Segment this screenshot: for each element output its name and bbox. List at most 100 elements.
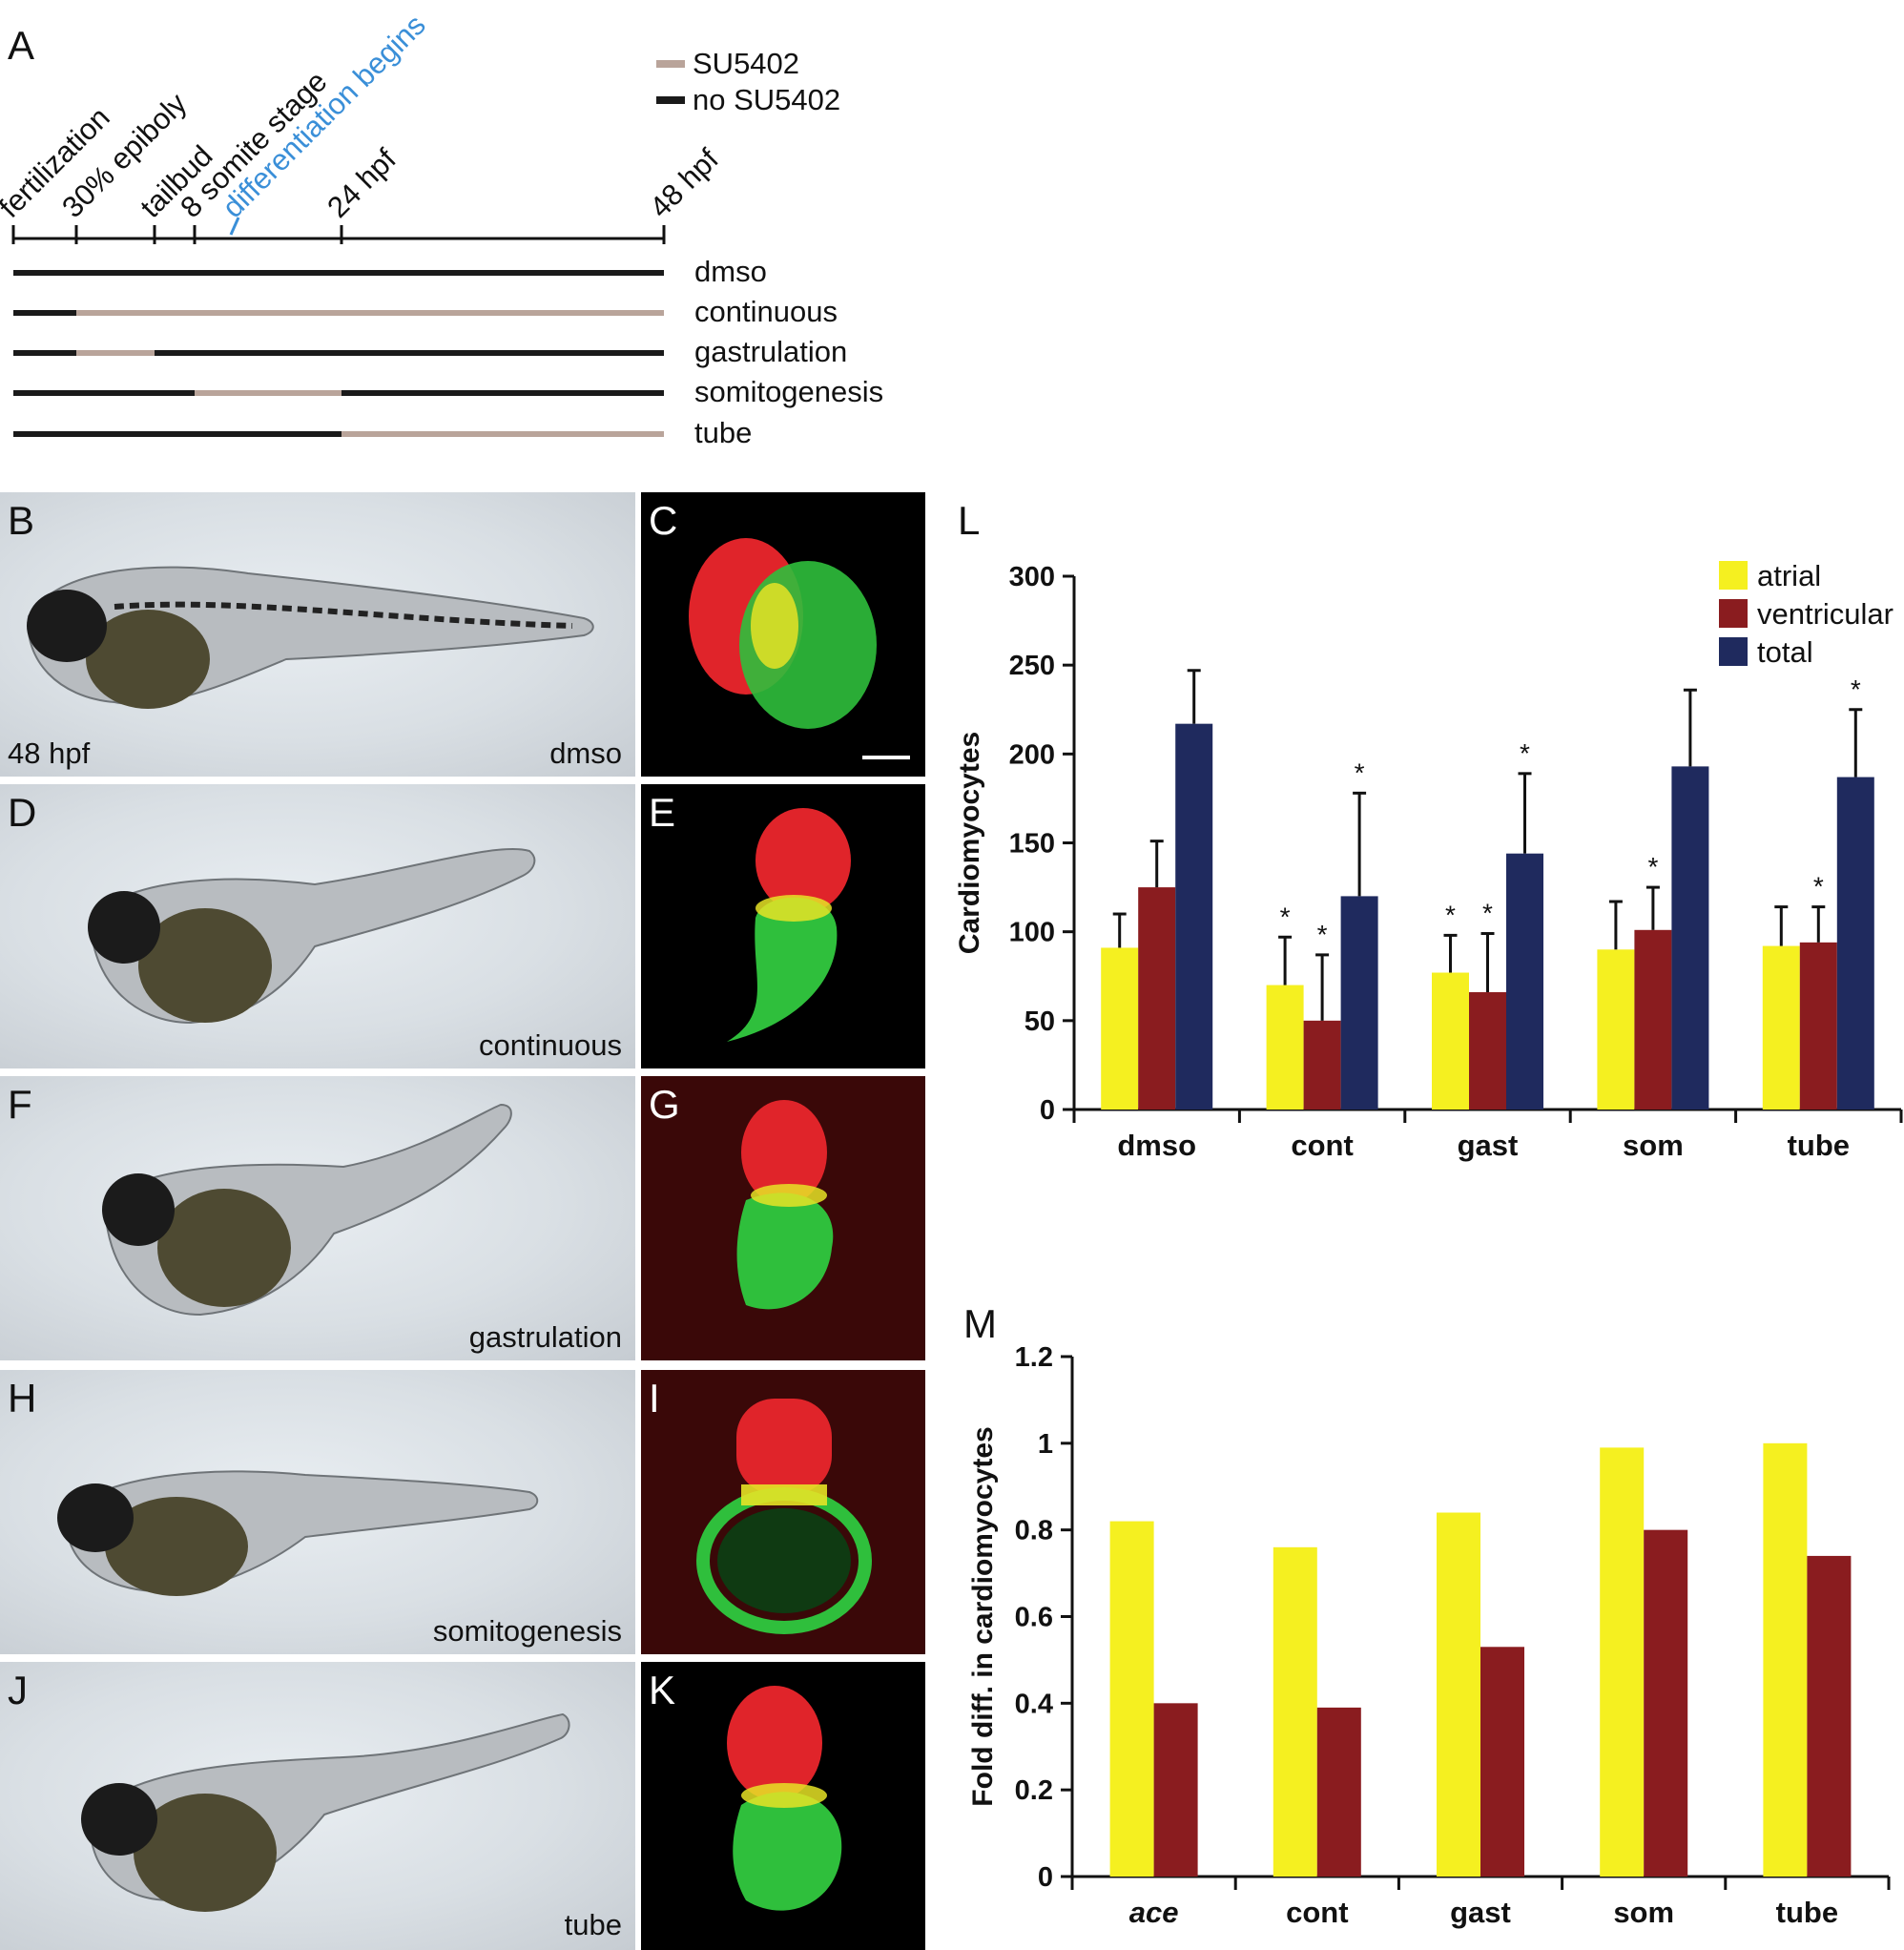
- significance-marker: *: [1647, 852, 1658, 882]
- significance-marker: *: [1851, 674, 1861, 704]
- panel-a-legend: SU5402 no SU5402: [656, 46, 840, 118]
- panel-label-a: A: [8, 23, 35, 68]
- y-tick-label: 1: [1038, 1429, 1053, 1460]
- panel-label: M: [963, 1301, 997, 1346]
- timeline-stage-label: differentiation begins: [216, 8, 432, 224]
- significance-marker: *: [1520, 738, 1530, 768]
- image-panel-d: D continuous: [0, 784, 635, 1068]
- image-panel-h: H somitogenesis: [0, 1370, 635, 1654]
- heart-fluorescence-image: [727, 1686, 842, 1911]
- legend-su5402: SU5402: [656, 46, 840, 82]
- legend-swatch-ventricular: [1719, 599, 1748, 628]
- bar-ventricular: [1303, 1020, 1341, 1110]
- y-axis-label: Cardiomyocytes: [954, 732, 985, 954]
- condition-caption: dmso: [549, 736, 622, 770]
- y-tick-label: 150: [1009, 829, 1055, 860]
- zebrafish-embryo-image: [27, 566, 594, 709]
- bar-atrial: [1432, 972, 1469, 1110]
- panel-label-e: E: [649, 790, 676, 835]
- bar-ventricular: [1316, 1707, 1361, 1877]
- y-tick-label: 50: [1024, 1006, 1055, 1037]
- x-tick-label: tube: [1776, 1896, 1838, 1929]
- image-panel-g: G: [641, 1076, 925, 1360]
- condition-caption: somitogenesis: [432, 1614, 622, 1648]
- image-panel-j: J tube: [0, 1662, 635, 1950]
- bar-atrial: [1763, 1442, 1808, 1877]
- bar-atrial: [1600, 1447, 1645, 1877]
- panel-label-d: D: [8, 790, 37, 835]
- y-tick-label: 0.6: [1015, 1603, 1053, 1633]
- bar-ventricular: [1469, 992, 1506, 1110]
- x-tick-label: dmso: [1117, 1129, 1196, 1162]
- y-tick-label: 1.2: [1015, 1342, 1053, 1373]
- bar-atrial: [1597, 949, 1635, 1110]
- y-tick-label: 0.8: [1015, 1516, 1053, 1546]
- bar-ventricular: [1138, 887, 1176, 1110]
- y-tick-label: 0: [1038, 1862, 1053, 1893]
- legend-no-su5402-label: no SU5402: [693, 83, 841, 116]
- bar-total: [1506, 853, 1543, 1110]
- stage-caption: 48 hpf: [8, 736, 91, 770]
- y-axis-label: Fold diff. in cardiomyocytes: [967, 1426, 999, 1806]
- row-label-tube: tube: [694, 416, 753, 449]
- bar-ventricular: [1644, 1529, 1688, 1877]
- panel-label-h: H: [8, 1376, 37, 1421]
- legend-label: atrial: [1757, 559, 1821, 592]
- significance-marker: *: [1482, 899, 1493, 928]
- x-tick-label: som: [1623, 1129, 1684, 1162]
- timeline-tick: [229, 217, 240, 236]
- y-tick-label: 0.2: [1015, 1775, 1053, 1806]
- zebrafish-embryo-image: [57, 1470, 539, 1596]
- significance-marker: *: [1813, 872, 1824, 902]
- bar-total: [1836, 777, 1874, 1110]
- panel-label-k: K: [649, 1668, 676, 1712]
- significance-marker: *: [1280, 902, 1291, 931]
- panel-label-b: B: [8, 498, 35, 543]
- row-label-continuous: continuous: [694, 295, 838, 328]
- bar-atrial: [1273, 1546, 1317, 1877]
- y-tick-label: 300: [1009, 562, 1055, 592]
- y-tick-label: 200: [1009, 739, 1055, 770]
- row-label-somitogenesis: somitogenesis: [694, 375, 884, 408]
- heart-fluorescence-image: [689, 538, 910, 759]
- y-tick-label: 100: [1009, 918, 1055, 948]
- bar-atrial: [1437, 1512, 1480, 1877]
- bar-ventricular: [1799, 942, 1837, 1110]
- heart-fluorescence-image: [736, 1100, 834, 1310]
- zebrafish-embryo-image: [81, 1712, 570, 1912]
- bar-atrial: [1109, 1521, 1154, 1877]
- image-panel-c: C: [641, 492, 925, 777]
- bar-atrial: [1266, 985, 1304, 1110]
- timeline-stage-label: 48 hpf: [643, 142, 725, 224]
- row-label-dmso: dmso: [694, 255, 767, 288]
- x-tick-label: ace: [1129, 1896, 1179, 1929]
- heart-fluorescence-image: [727, 808, 851, 1042]
- bar-ventricular: [1634, 929, 1672, 1110]
- condition-caption: gastrulation: [468, 1320, 622, 1354]
- panel-label-i: I: [649, 1376, 660, 1421]
- bar-total: [1175, 723, 1213, 1110]
- x-tick-label: cont: [1291, 1129, 1353, 1162]
- y-tick-label: 0.4: [1015, 1689, 1053, 1719]
- zebrafish-embryo-image: [102, 1103, 512, 1317]
- panel-label-g: G: [649, 1082, 680, 1127]
- x-tick-label: cont: [1286, 1896, 1348, 1929]
- significance-marker: *: [1445, 900, 1456, 929]
- legend-no-su5402-swatch: [656, 96, 685, 104]
- x-tick-label: gast: [1458, 1129, 1519, 1162]
- image-panel-b: B 48 hpf dmso: [0, 492, 635, 777]
- image-panel-k: K: [641, 1662, 925, 1950]
- condition-caption: continuous: [479, 1028, 622, 1062]
- legend-label: ventricular: [1757, 597, 1894, 631]
- panel-label-j: J: [8, 1668, 28, 1712]
- zebrafish-embryo-image: [88, 848, 536, 1025]
- significance-marker: *: [1317, 920, 1328, 949]
- x-tick-label: gast: [1450, 1896, 1511, 1929]
- bar-total: [1340, 896, 1378, 1110]
- legend-su5402-swatch: [656, 60, 685, 68]
- timeline-stage-label: 24 hpf: [321, 142, 403, 224]
- y-tick-label: 250: [1009, 651, 1055, 681]
- image-panel-i: I: [641, 1370, 925, 1654]
- bar-ventricular: [1807, 1555, 1852, 1877]
